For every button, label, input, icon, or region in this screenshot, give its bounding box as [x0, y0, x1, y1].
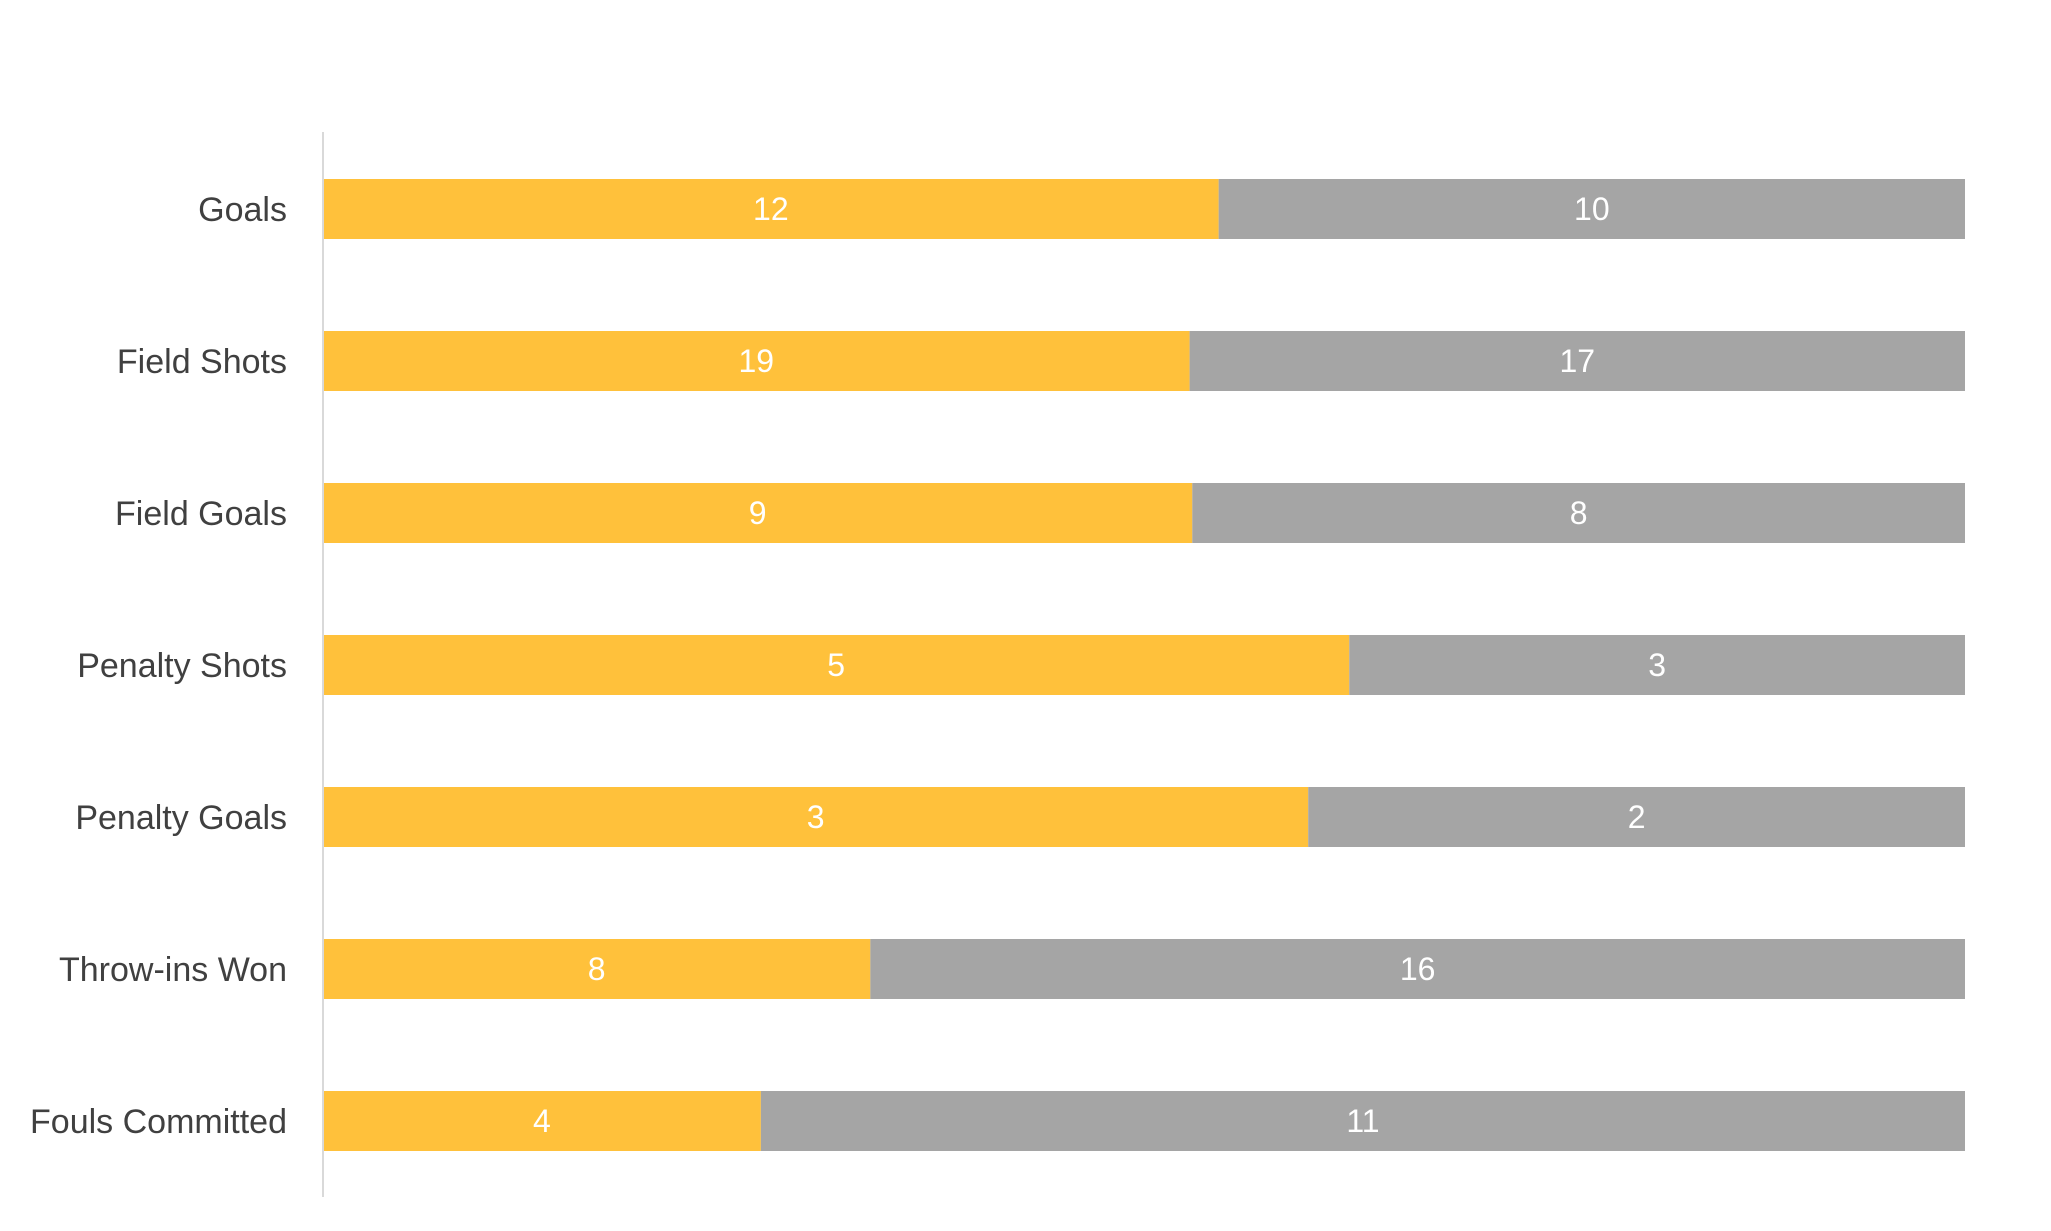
data-label-1-fouls-committed: 4: [533, 1103, 551, 1139]
bars-layer: [323, 179, 1965, 1151]
data-label-1-penalty-goals: 3: [807, 799, 825, 835]
data-label-2-fouls-committed: 11: [1346, 1103, 1379, 1139]
bar-segment-2-fouls-committed: [760, 1091, 1965, 1151]
category-label: Fouls Committed: [30, 1103, 287, 1141]
data-label-1-goals: 12: [753, 191, 789, 227]
bar-segment-1-throw-ins-won: [323, 939, 871, 999]
bar-segment-2-penalty-goals: [1308, 787, 1965, 847]
bar-segment-1-penalty-shots: [323, 635, 1350, 695]
bar-segment-1-penalty-goals: [323, 787, 1309, 847]
bar-segment-1-goals: [323, 179, 1219, 239]
data-label-2-penalty-goals: 2: [1628, 799, 1646, 835]
data-label-2-field-goals: 8: [1570, 495, 1588, 531]
bar-segment-1-field-goals: [323, 483, 1193, 543]
data-label-1-field-shots: 19: [739, 343, 775, 379]
data-label-2-field-shots: 17: [1560, 343, 1596, 379]
category-label: Penalty Goals: [75, 799, 287, 837]
data-label-1-throw-ins-won: 8: [588, 951, 606, 987]
category-label: Goals: [198, 191, 287, 229]
category-label: Throw-ins Won: [59, 951, 287, 989]
data-label-2-goals: 10: [1574, 191, 1610, 227]
data-label-1-field-goals: 9: [749, 495, 767, 531]
bar-segment-2-goals: [1218, 179, 1965, 239]
data-label-1-penalty-shots: 5: [827, 647, 845, 683]
category-label: Field Goals: [115, 495, 287, 533]
labels-layer: 12 10 Goals 19 17 Field Shots 9 8 Field Goals 5 3 P…: [30, 191, 1666, 1141]
bar-segment-2-throw-ins-won: [870, 939, 1965, 999]
bar-segment-1-field-shots: [323, 331, 1190, 391]
category-label: Penalty Shots: [77, 647, 287, 685]
bar-segment-2-penalty-shots: [1349, 635, 1965, 695]
bar-segment-1-fouls-committed: [323, 1091, 761, 1151]
category-label: Field Shots: [117, 343, 287, 381]
data-label-2-throw-ins-won: 16: [1400, 951, 1436, 987]
bar-segment-2-field-shots: [1189, 331, 1965, 391]
data-label-2-penalty-shots: 3: [1648, 647, 1666, 683]
bar-segment-2-field-goals: [1192, 483, 1965, 543]
